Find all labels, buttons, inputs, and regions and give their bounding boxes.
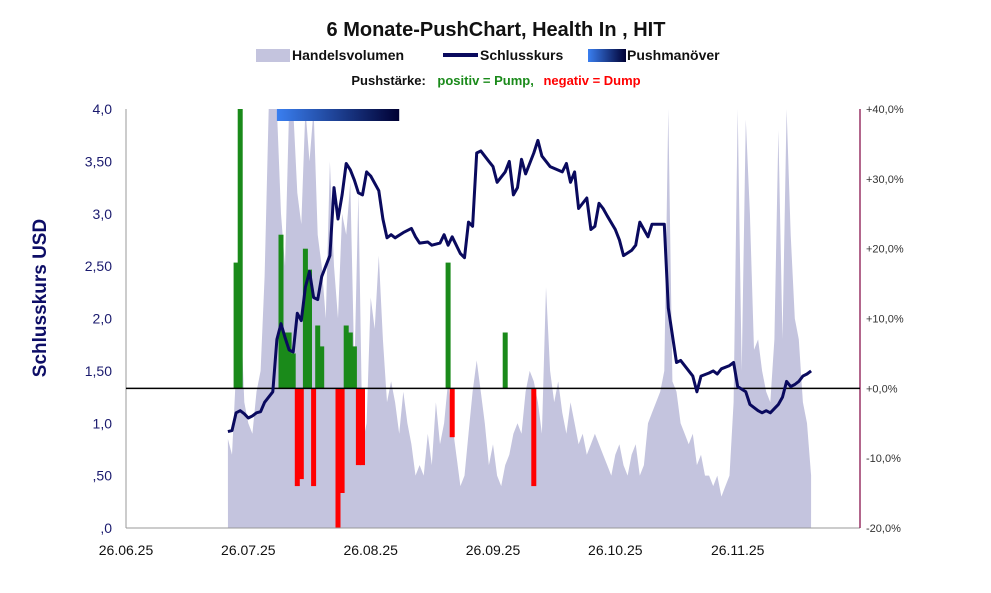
y-left-tick-label: 4,0: [93, 101, 113, 117]
pump-bar: [286, 332, 292, 389]
x-tick-label: 26.06.25: [99, 542, 154, 558]
x-tick-label: 26.11.25: [711, 542, 765, 558]
dump-bar: [311, 388, 317, 487]
y-left-tick-label: 2,50: [85, 258, 112, 274]
pump-bar: [233, 262, 239, 389]
push-strength-label: Pushstärke:: [351, 73, 425, 88]
volume-area: [227, 109, 812, 528]
pump-bar: [278, 234, 284, 389]
dump-bar: [339, 388, 345, 493]
dump-bar: [335, 388, 341, 528]
push-manoeuvre-band: [276, 109, 400, 121]
x-tick-label: 26.07.25: [221, 542, 276, 558]
y-left-tick-label: 1,50: [85, 363, 112, 379]
dump-bar: [449, 388, 455, 438]
y-left-tick-label: 3,0: [93, 206, 113, 222]
dump-bar: [531, 388, 537, 487]
y-left-tick-label: ,50: [93, 468, 113, 484]
legend-volume-label: Handelsvolumen: [292, 47, 404, 63]
dump-bar: [294, 388, 300, 487]
y-right-tick-label: +10,0%: [866, 314, 904, 326]
pump-bar: [319, 346, 325, 389]
push-strength-positive: positiv = Pump,: [437, 73, 533, 88]
pump-bar: [343, 325, 349, 389]
dump-bar: [298, 388, 304, 480]
push-band-layer: [276, 109, 400, 121]
push-strength-line: Pushstärke: positiv = Pump, negativ = Du…: [351, 73, 640, 88]
volume-area-layer: [227, 109, 812, 528]
legend-volume-swatch: [256, 49, 290, 62]
legend-push-label: Pushmanöver: [627, 47, 720, 63]
pump-bar: [282, 332, 288, 389]
y-left-tick-label: 2,0: [93, 311, 113, 327]
pump-bar: [315, 325, 321, 389]
x-tick-label: 26.10.25: [588, 542, 643, 558]
pump-bar: [445, 262, 451, 389]
y-right-tick-label: -10,0%: [866, 453, 901, 465]
dump-bar: [360, 388, 365, 466]
push-strength-negative: negativ = Dump: [543, 73, 640, 88]
y-left-tick-label: 3,50: [85, 153, 112, 169]
y-axis-title: Schlusskurs USD: [30, 219, 51, 377]
close-line-layer: [227, 138, 813, 434]
y-right-tick-label: -20,0%: [866, 523, 901, 535]
pump-bar: [351, 346, 357, 389]
dump-bar: [355, 388, 361, 466]
pump-bar: [302, 248, 308, 389]
legend: Handelsvolumen Schlusskurs Pushmanöver: [256, 47, 720, 63]
pump-bar: [307, 269, 312, 389]
pump-bar: [237, 109, 243, 389]
x-tick-label: 26.08.25: [343, 542, 398, 558]
chart-title: 6 Monate-PushChart, Health In , HIT: [327, 19, 666, 41]
pump-bar: [290, 353, 296, 389]
pump-bar: [502, 332, 508, 389]
push-bars-layer: [233, 109, 537, 528]
y-right-tick-label: +30,0%: [866, 174, 904, 186]
pump-bar: [347, 332, 353, 389]
legend-close-label: Schlusskurs: [480, 47, 563, 63]
y-left-tick-label: ,0: [100, 520, 112, 536]
y-left-tick-label: 1,0: [93, 415, 113, 431]
y-right-tick-label: +0,0%: [866, 383, 898, 395]
close-price-line: [227, 138, 813, 434]
y-right-tick-label: +40,0%: [866, 104, 904, 116]
legend-push-swatch: [588, 49, 626, 62]
x-tick-label: 26.09.25: [466, 542, 521, 558]
y-right-tick-label: +20,0%: [866, 244, 904, 256]
tick-labels-layer: 4,0 3,50 3,0 2,50 2,0 1,50 1,0 ,50 ,0 +40,0% +30,0…: [85, 101, 904, 558]
